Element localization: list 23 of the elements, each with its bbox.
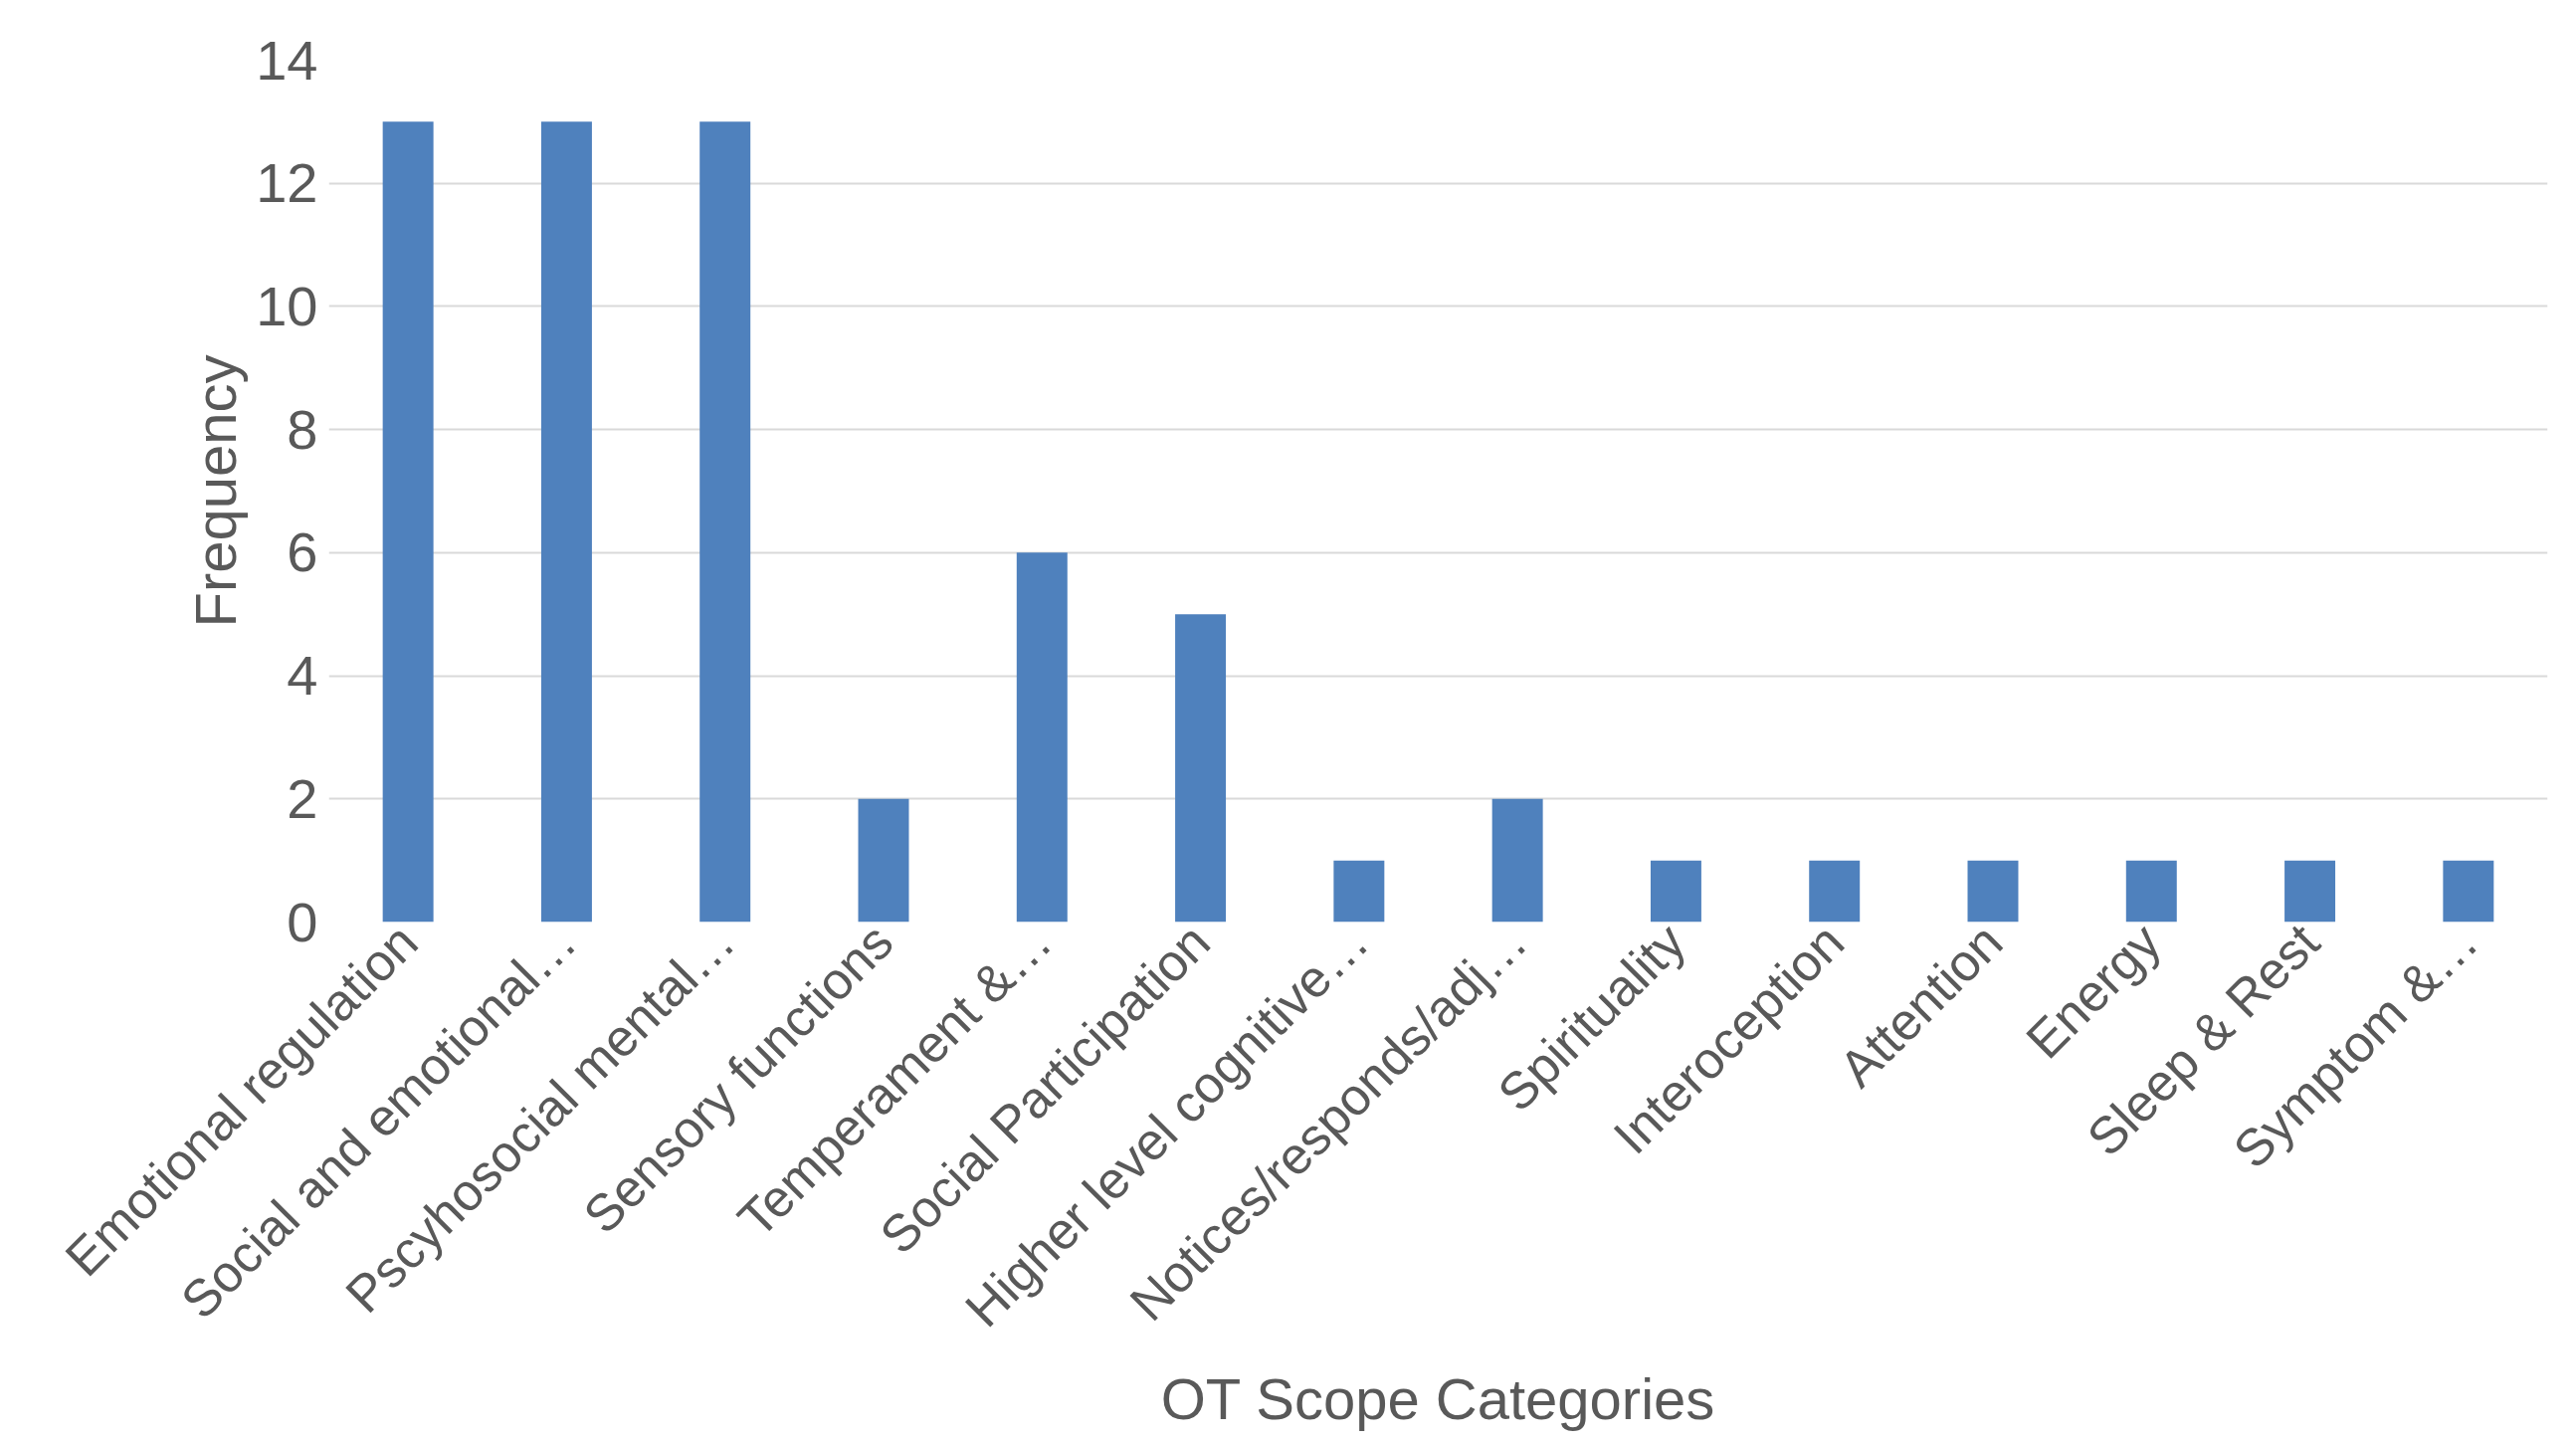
bar xyxy=(1175,614,1227,923)
bar xyxy=(540,121,592,923)
bar xyxy=(1809,860,1861,923)
bar xyxy=(858,798,909,923)
y-axis-title: Frequency xyxy=(183,354,249,628)
x-axis-title: OT Scope Categories xyxy=(1160,1365,1715,1431)
bar xyxy=(1491,798,1543,923)
bar xyxy=(1016,552,1068,923)
bar xyxy=(1333,860,1385,923)
y-tick-label: 8 xyxy=(287,397,318,461)
bar xyxy=(382,121,434,923)
y-tick-label: 2 xyxy=(287,766,318,830)
bar xyxy=(1967,860,2019,923)
bar xyxy=(699,121,751,923)
y-tick-label: 14 xyxy=(256,28,318,92)
bar xyxy=(2125,860,2177,923)
y-tick-label: 10 xyxy=(256,274,318,337)
bar xyxy=(2284,860,2336,923)
y-tick-label: 6 xyxy=(287,520,318,584)
bar xyxy=(1650,860,1701,923)
bar xyxy=(2443,860,2494,923)
y-tick-label: 12 xyxy=(256,151,318,215)
y-tick-label: 4 xyxy=(287,644,318,708)
